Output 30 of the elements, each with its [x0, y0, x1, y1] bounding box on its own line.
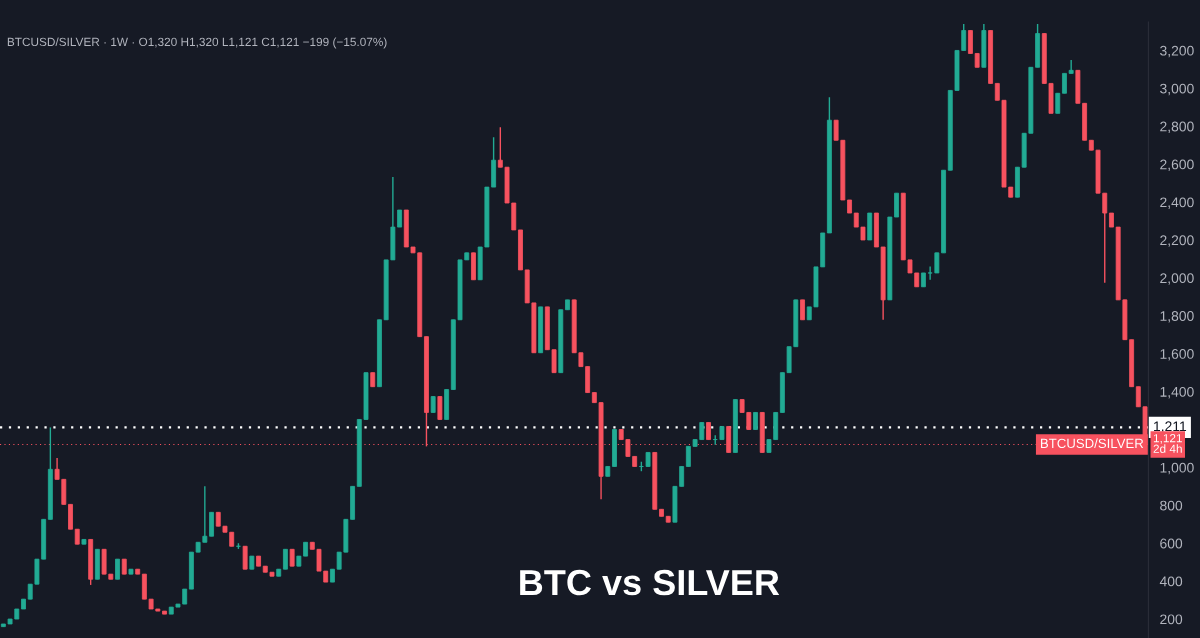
- y-tick-label: 2,600: [1160, 159, 1194, 171]
- text: 1,121 2d 4h: [1153, 434, 1182, 453]
- candlestick: [437, 395, 443, 421]
- candlestick: [242, 545, 248, 570]
- text: BTCUSD/SILVER · 1W · O1,320 H1,320 L1,121 C1,121 −199 (−15.07%): [7, 37, 387, 49]
- y-tick-label: 2,800: [1160, 121, 1194, 134]
- ref-line-label: 1,211: [1154, 421, 1187, 433]
- y-tick-label: 1,000: [1160, 462, 1194, 475]
- candlestick: [282, 548, 288, 570]
- y-tick-label: 1,400: [1160, 386, 1194, 399]
- y-tick-label: 3,000: [1160, 83, 1194, 96]
- y-tick-label: 200: [1160, 614, 1183, 625]
- candlestick: [209, 511, 214, 537]
- y-tick-label: 3,200: [1160, 45, 1194, 58]
- candlestick: [1068, 59, 1074, 75]
- y-tick-label: 400: [1159, 576, 1183, 587]
- annotation: BTC vs SILVER: [520, 569, 780, 596]
- y-tick-label: 1,800: [1160, 311, 1194, 323]
- candlestick: [800, 299, 805, 321]
- y-tick-label: 1,600: [1160, 349, 1194, 361]
- candlestick: [1055, 92, 1061, 115]
- candlestick: [927, 265, 933, 281]
- y-tick-label: 2,200: [1160, 235, 1194, 247]
- candlestick: [1062, 72, 1067, 94]
- y-tick-label: 2,400: [1160, 197, 1194, 209]
- y-tick-label: 600: [1160, 538, 1183, 549]
- y-tick-label: 2,000: [1160, 273, 1194, 285]
- y-tick-label: 800: [1160, 500, 1183, 511]
- candlestick: [115, 558, 120, 580]
- ref-line-label: BTCUSD/SILVER: [1041, 438, 1144, 449]
